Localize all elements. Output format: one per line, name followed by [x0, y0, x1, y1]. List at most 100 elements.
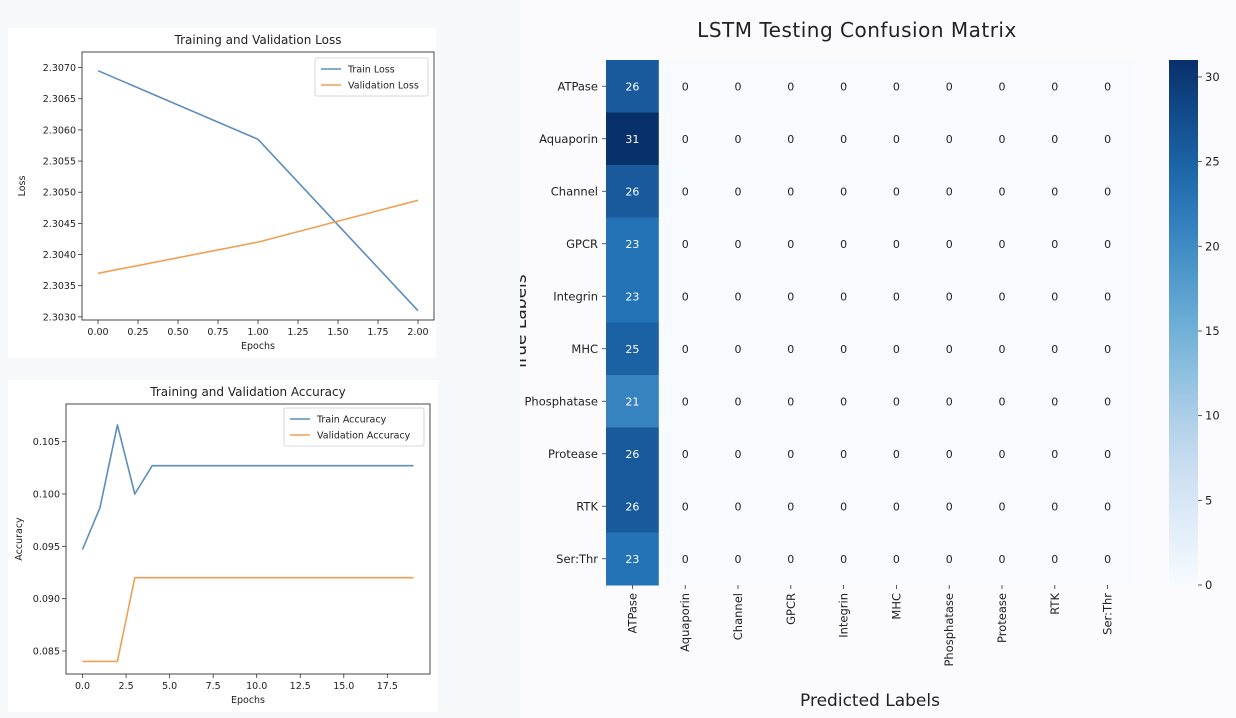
plot-frame: [65, 403, 431, 675]
cell-value-label: 0: [735, 238, 742, 251]
x-tick-label: 0.75: [207, 327, 228, 338]
cell-value-label: 0: [1051, 343, 1058, 356]
cell-value-label: 0: [682, 290, 689, 303]
cell-value-label: 0: [946, 238, 953, 251]
chart-title: LSTM Testing Confusion Matrix: [697, 18, 1017, 42]
y-tick-label: 2.3045: [43, 219, 76, 230]
cell-value-label: 0: [946, 448, 953, 461]
heatmap-cell: [870, 112, 924, 166]
cell-value-label: 0: [787, 395, 794, 408]
heatmap-cell: [922, 322, 977, 376]
cell-value-label: 26: [625, 80, 639, 93]
heatmap-cell: [1081, 270, 1135, 323]
cell-value-label: 0: [893, 80, 900, 93]
heatmap-cell: [975, 532, 1029, 586]
heatmap-cell: [817, 270, 871, 323]
y-tick-label: GPCR: [566, 237, 598, 251]
heatmap-cell: [764, 375, 818, 428]
heatmap-cell: [975, 270, 1029, 323]
heatmap-cell: [658, 217, 713, 271]
cell-value-label: 0: [1104, 238, 1111, 251]
legend-box: [314, 57, 429, 97]
cell-value-label: 0: [946, 133, 953, 146]
x-tick-label: 1.75: [367, 327, 388, 338]
cell-value-label: 0: [787, 185, 794, 198]
heatmap-cell: [606, 322, 660, 376]
heatmap-cell: [870, 532, 924, 586]
heatmap-cell: [711, 165, 765, 218]
heatmap-cell: [658, 112, 713, 166]
cell-value-label: 0: [893, 185, 900, 198]
heatmap-cell: [658, 322, 713, 376]
cell-value-label: 0: [946, 395, 953, 408]
heatmap-cell: [764, 480, 818, 533]
heatmap-cell: [764, 217, 818, 271]
heatmap-cell: [975, 322, 1029, 376]
heatmap-cell: [1081, 165, 1135, 218]
heatmap-cell: [658, 480, 713, 533]
cell-value-label: 0: [787, 343, 794, 356]
y-tick-label: 2.3040: [43, 250, 76, 261]
heatmap-cell: [870, 480, 924, 533]
y-tick-label: 0.085: [33, 646, 60, 657]
cell-value-label: 0: [999, 290, 1006, 303]
cell-value-label: 0: [893, 290, 900, 303]
heatmap-cell: [922, 217, 977, 271]
legend-label: Validation Accuracy: [317, 431, 411, 442]
cell-value-label: 0: [840, 185, 847, 198]
y-tick-label: 0.090: [33, 594, 60, 605]
heatmap-cell: [764, 322, 818, 376]
cell-value-label: 0: [682, 238, 689, 251]
cell-value-label: 0: [893, 553, 900, 566]
x-tick-label: MHC: [889, 593, 903, 620]
heatmap-cell: [606, 270, 660, 323]
heatmap-cell: [870, 165, 924, 218]
heatmap-cell: [817, 427, 871, 481]
heatmap-cell: [1081, 375, 1135, 428]
heatmap-cell: [975, 165, 1029, 218]
cell-value-label: 0: [999, 395, 1006, 408]
cell-value-label: 0: [682, 395, 689, 408]
heatmap-cell: [870, 217, 924, 271]
cell-value-label: 25: [625, 343, 639, 356]
cell-value-label: 0: [682, 185, 689, 198]
x-tick-label: 7.5: [206, 681, 221, 692]
heatmap-cell: [606, 165, 660, 218]
heatmap-cell: [817, 60, 871, 113]
cell-value-label: 0: [840, 500, 847, 513]
cell-value-label: 0: [1051, 133, 1058, 146]
colorbar-tick-label: 25: [1205, 155, 1220, 169]
cell-value-label: 0: [840, 395, 847, 408]
x-tick-label: 12.5: [290, 681, 311, 692]
cell-value-label: 0: [840, 80, 847, 93]
x-tick-label: 0.0: [75, 681, 90, 692]
heatmap-cell: [922, 532, 977, 586]
heatmap-cell: [975, 480, 1029, 533]
colorbar-tick-label: 20: [1205, 239, 1220, 253]
cell-value-label: 0: [1104, 185, 1111, 198]
x-tick-label: RTK: [1048, 593, 1062, 615]
x-tick-label: 0.25: [127, 327, 148, 338]
cell-value-label: 0: [840, 553, 847, 566]
cell-value-label: 23: [625, 238, 639, 251]
heatmap-cell: [817, 322, 871, 376]
cell-value-label: 0: [735, 290, 742, 303]
cell-value-label: 0: [840, 238, 847, 251]
heatmap-cell: [1081, 532, 1135, 586]
heatmap-cell: [711, 217, 765, 271]
y-axis-label: Accuracy: [14, 517, 25, 561]
cell-value-label: 0: [1051, 553, 1058, 566]
loss-chart: Training and Validation Loss 0.00 0.25 0.50…: [17, 33, 435, 352]
y-tick-label: MHC: [571, 342, 598, 356]
heatmap-cell: [922, 270, 977, 323]
cell-value-label: 0: [787, 500, 794, 513]
heatmap-cell: [817, 375, 871, 428]
heatmap-cell: [711, 112, 765, 166]
heatmap-cell: [606, 532, 660, 586]
heatmap-cell: [870, 270, 924, 323]
y-axis-label: Loss: [17, 176, 28, 197]
heatmap-cell: [606, 427, 660, 481]
cell-value-label: 0: [735, 448, 742, 461]
x-axis-label: Epochs: [231, 695, 265, 706]
cell-value-label: 0: [946, 185, 953, 198]
